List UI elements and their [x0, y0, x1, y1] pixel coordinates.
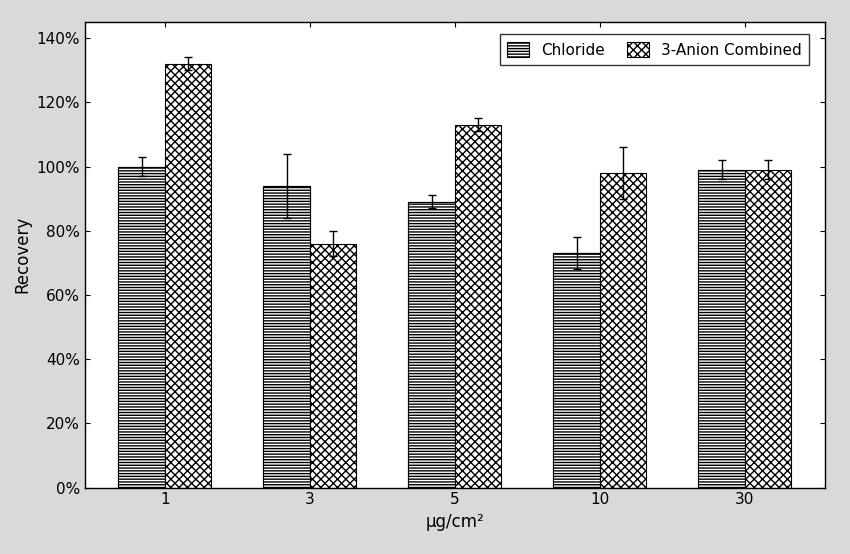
Legend: Chloride, 3-Anion Combined: Chloride, 3-Anion Combined — [500, 34, 809, 65]
Y-axis label: Recovery: Recovery — [13, 216, 31, 294]
Bar — [600, 173, 646, 488]
Bar — [118, 167, 165, 488]
Bar — [408, 202, 455, 488]
Bar — [553, 253, 600, 488]
Bar — [309, 244, 356, 488]
Bar — [264, 186, 309, 488]
Bar — [553, 253, 600, 488]
Bar — [745, 170, 791, 488]
Bar — [455, 125, 501, 488]
Bar — [165, 64, 211, 488]
X-axis label: μg/cm²: μg/cm² — [425, 513, 484, 531]
Bar — [118, 167, 165, 488]
Bar — [699, 170, 745, 488]
Bar — [699, 170, 745, 488]
Bar — [264, 186, 309, 488]
Bar — [408, 202, 455, 488]
